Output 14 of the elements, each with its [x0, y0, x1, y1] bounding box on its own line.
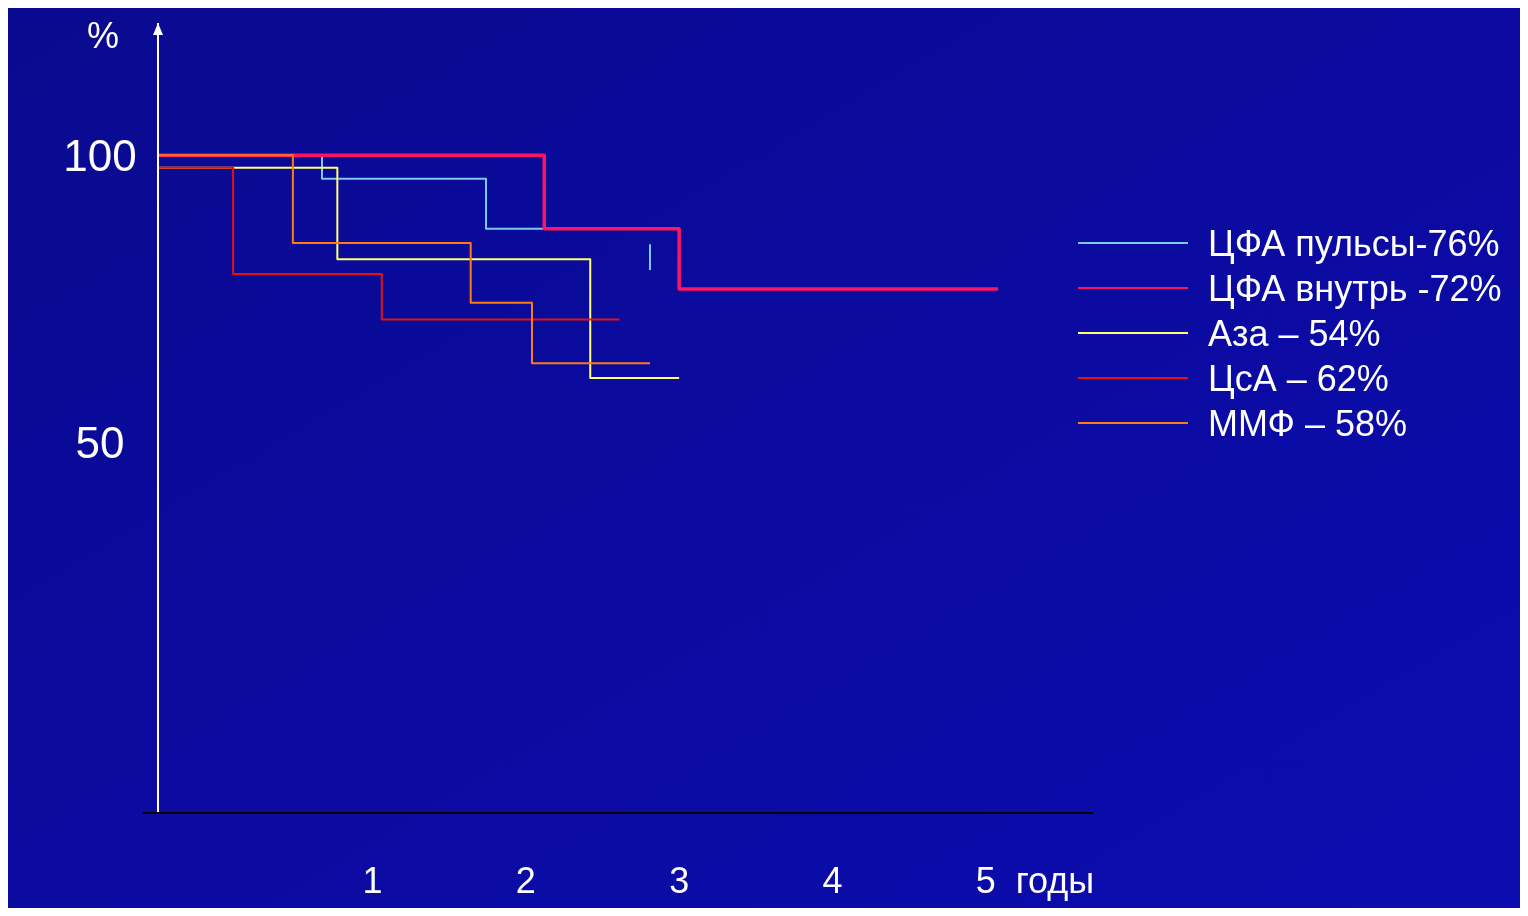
legend-label: ЦФА пульсы-76% — [1208, 222, 1500, 264]
x-tick-label: 4 — [822, 860, 843, 901]
y-tick-label: 50 — [75, 417, 125, 467]
x-axis-title: годы — [1015, 860, 1095, 901]
x-tick-label: 2 — [515, 860, 536, 901]
legend-label: ЦФА внутрь -72% — [1208, 267, 1502, 309]
legend-label: ЦсА – 62% — [1208, 357, 1389, 399]
x-tick-label: 3 — [669, 860, 690, 901]
legend-label: Аза – 54% — [1208, 312, 1381, 354]
x-tick-label: 1 — [362, 860, 383, 901]
y-tick-label: 100 — [63, 130, 137, 180]
y-axis-title: % — [86, 15, 120, 56]
legend-label: ММФ – 58% — [1208, 402, 1408, 444]
x-tick-label: 5 — [975, 860, 996, 901]
